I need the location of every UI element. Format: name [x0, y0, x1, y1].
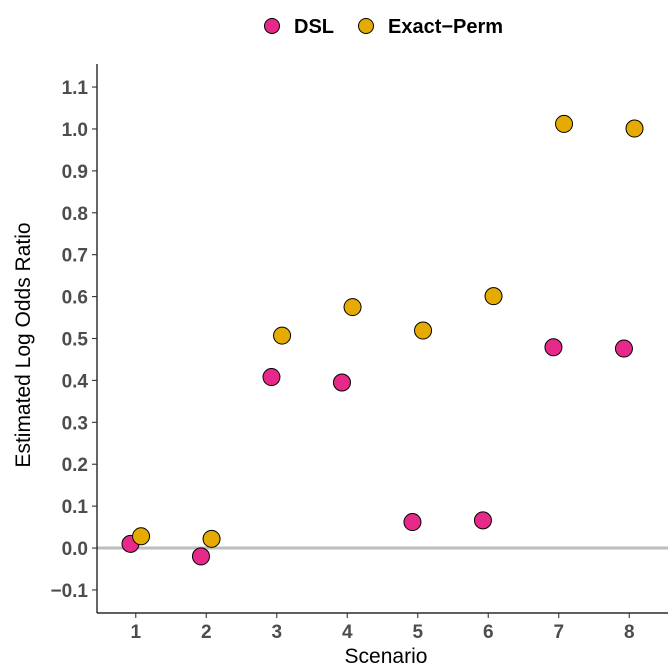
- y-tick-label: 0.6: [62, 288, 88, 309]
- x-tick-label: 2: [201, 622, 212, 643]
- data-point-exact-perm: [273, 326, 292, 345]
- legend-label-exact-perm: Exact−Perm: [388, 16, 503, 38]
- legend: DSL Exact−Perm: [264, 16, 503, 38]
- data-point-dsl: [614, 339, 633, 358]
- x-tick-label: 5: [412, 622, 423, 643]
- x-tick-label: 8: [624, 622, 635, 643]
- y-tick-label: 1.1: [62, 78, 89, 99]
- data-point-exact-perm: [625, 119, 644, 138]
- axes: [96, 64, 668, 614]
- data-point-dsl: [544, 338, 563, 357]
- y-tick-label: 0.8: [62, 204, 88, 225]
- data-point-dsl: [473, 511, 492, 530]
- y-tick-label: 0.9: [62, 162, 88, 183]
- y-tick-label: 0.2: [62, 455, 88, 476]
- data-point-exact-perm: [555, 114, 574, 133]
- x-tick-label: 1: [130, 622, 141, 643]
- y-tick-label: 0.4: [62, 371, 89, 392]
- y-axis-ticks: −0.1 0.0 0.1 0.2 0.3 0.4 0.5 0.6 0.7 0.8 0.9 1.0 1.1: [50, 78, 97, 602]
- y-tick-label: 0.0: [62, 539, 88, 560]
- y-tick-label: 0.7: [62, 246, 88, 267]
- x-tick-label: 4: [342, 622, 353, 643]
- data-point-exact-perm: [414, 321, 433, 340]
- data-point-dsl: [191, 547, 210, 566]
- y-tick-label: −0.1: [50, 581, 88, 602]
- x-tick-label: 3: [271, 622, 282, 643]
- y-tick-label: 0.5: [62, 330, 89, 351]
- x-tick-label: 6: [483, 622, 494, 643]
- y-tick-label: 0.1: [62, 497, 89, 518]
- data-point-exact-perm: [343, 298, 362, 317]
- legend-key-exact-perm: [358, 18, 374, 34]
- data-point-exact-perm: [484, 287, 503, 306]
- data-point-exact-perm: [202, 529, 221, 548]
- legend-label-dsl: DSL: [294, 16, 334, 38]
- y-tick-label: 1.0: [62, 120, 88, 141]
- x-tick-label: 7: [553, 622, 564, 643]
- x-axis-title: Scenario: [345, 645, 428, 665]
- data-point-exact-perm: [132, 527, 151, 546]
- data-points: [121, 114, 644, 566]
- legend-key-dsl: [264, 18, 280, 34]
- y-axis-title: Estimated Log Odds Ratio: [12, 222, 35, 467]
- y-tick-label: 0.3: [62, 413, 88, 434]
- x-axis-ticks: 1 2 3 4 5 6 7 8: [130, 613, 635, 643]
- data-point-dsl: [332, 373, 351, 392]
- data-point-dsl: [262, 368, 281, 387]
- data-point-dsl: [403, 513, 422, 532]
